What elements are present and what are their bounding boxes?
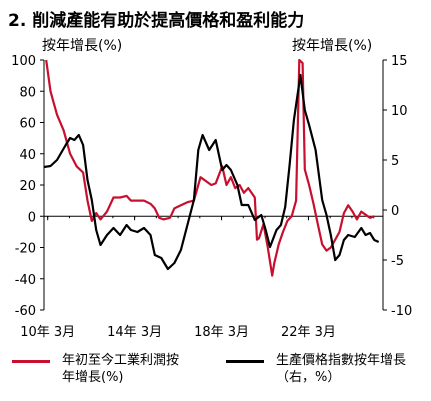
- left-tick-label: 20: [19, 179, 36, 194]
- left-tick-label: -60: [15, 304, 36, 319]
- right-tick-label: 10: [391, 104, 408, 119]
- right-tick-label: 15: [391, 54, 408, 69]
- left-tick-label: 80: [19, 85, 36, 100]
- left-tick-label: 40: [19, 148, 36, 163]
- left-tick-label: 0: [28, 210, 36, 225]
- legend-item-ppi: 生產價格指數按年增長（右，%）: [226, 352, 426, 386]
- x-tick-label: 10年 3月: [20, 325, 75, 340]
- x-tick-label: 18年 3月: [194, 325, 249, 340]
- series-line-ppi: [44, 73, 380, 271]
- left-tick-label: -20: [15, 242, 36, 257]
- x-tick-label: 14年 3月: [107, 325, 162, 340]
- left-axis-label: 按年增長(%): [42, 38, 122, 54]
- legend-swatch-profit: [12, 360, 50, 363]
- x-tick-label: 22年 3月: [281, 325, 336, 340]
- right-tick-label: -10: [391, 304, 412, 319]
- legend-item-profit: 年初至今工業利潤按年增長(%): [12, 352, 182, 386]
- legend-swatch-ppi: [226, 360, 264, 363]
- chart-title: 2. 削減產能有助於提高價格和盈利能力: [8, 11, 305, 31]
- series-line-profit: [45, 58, 375, 277]
- right-tick-label: 5: [391, 154, 399, 169]
- series-lines: [44, 58, 380, 277]
- left-tick-label: 100: [11, 54, 36, 69]
- legend-label-profit: 年初至今工業利潤按年增長(%): [62, 353, 180, 385]
- left-tick-label: -40: [15, 273, 36, 288]
- right-tick-label: -5: [391, 254, 404, 269]
- right-axis-label: 按年增長(%): [292, 38, 372, 54]
- legend-label-ppi: 生產價格指數按年增長（右，%）: [276, 353, 407, 385]
- axes: -60 -40 -20 0 20 40 60 80 100 -10 -5 0 5 10 15 10年 3月 14…: [11, 54, 412, 340]
- left-tick-label: 60: [19, 117, 36, 132]
- right-tick-label: 0: [391, 204, 399, 219]
